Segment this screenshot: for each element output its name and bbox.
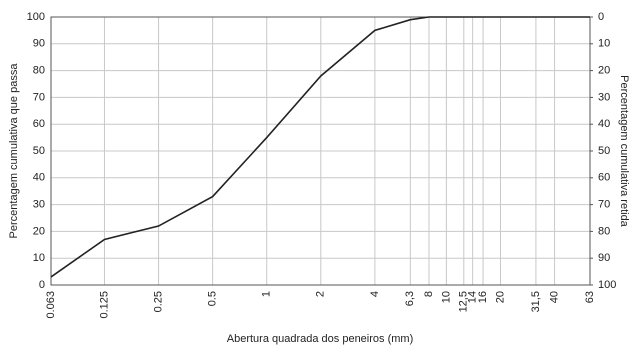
y-tick-label: 0 [39,279,45,291]
x-tick-label: 0.25 [152,291,164,312]
y-tick-label: 20 [33,225,45,237]
y2-tick-label: 40 [598,118,610,130]
x-tick-label: 8 [423,291,435,297]
y-tick-label: 40 [33,172,45,184]
x-tick-label: 0.125 [98,291,110,319]
y2-tick-label: 20 [598,65,610,77]
x-tick-label: 6,3 [404,291,416,306]
x-tick-label: 31,5 [530,291,542,312]
x-tick-label: 16 [477,291,489,303]
y2-axis-label: Percentagem cumulativa retida [618,75,630,228]
y2-tick-label: 30 [598,91,610,103]
x-tick-label: 2 [315,291,327,297]
data-line [50,16,590,278]
x-tick-label: 1 [261,291,273,297]
y2-tick-label: 0 [598,11,604,23]
y-tick-label: 90 [33,38,45,50]
x-tick-label: 63 [584,291,596,303]
x-tick-label: 12,5 [458,291,470,312]
x-tick-label: 0.063 [45,291,57,319]
y2-tick-label: 10 [598,38,610,50]
x-tick-label: 40 [548,291,560,303]
y2-tick-label: 100 [598,279,616,291]
x-tick-label: 10 [440,291,452,303]
y-tick-label: 30 [33,199,45,211]
x-axis-label: Abertura quadrada dos peneiros (mm) [227,333,413,345]
x-tick-label: 4 [369,291,381,297]
y2-tick-label: 90 [598,252,610,264]
y2-tick-label: 70 [598,199,610,211]
y-tick-label: 80 [33,65,45,77]
y2-tick-label: 80 [598,225,610,237]
y-tick-label: 70 [33,91,45,103]
y2-tick-label: 60 [598,172,610,184]
y-tick-label: 10 [33,252,45,264]
y-axis-label: Percentagem cumulativa que passa [8,63,20,239]
x-tick-label: 20 [494,291,506,303]
x-tick-label: 0.5 [207,291,219,306]
plot-frame [50,16,591,286]
y-tick-label: 100 [27,11,45,23]
x-tick-label: 14 [467,291,479,303]
y2-tick-label: 50 [598,145,610,157]
y-tick-label: 50 [33,145,45,157]
y-tick-label: 60 [33,118,45,130]
